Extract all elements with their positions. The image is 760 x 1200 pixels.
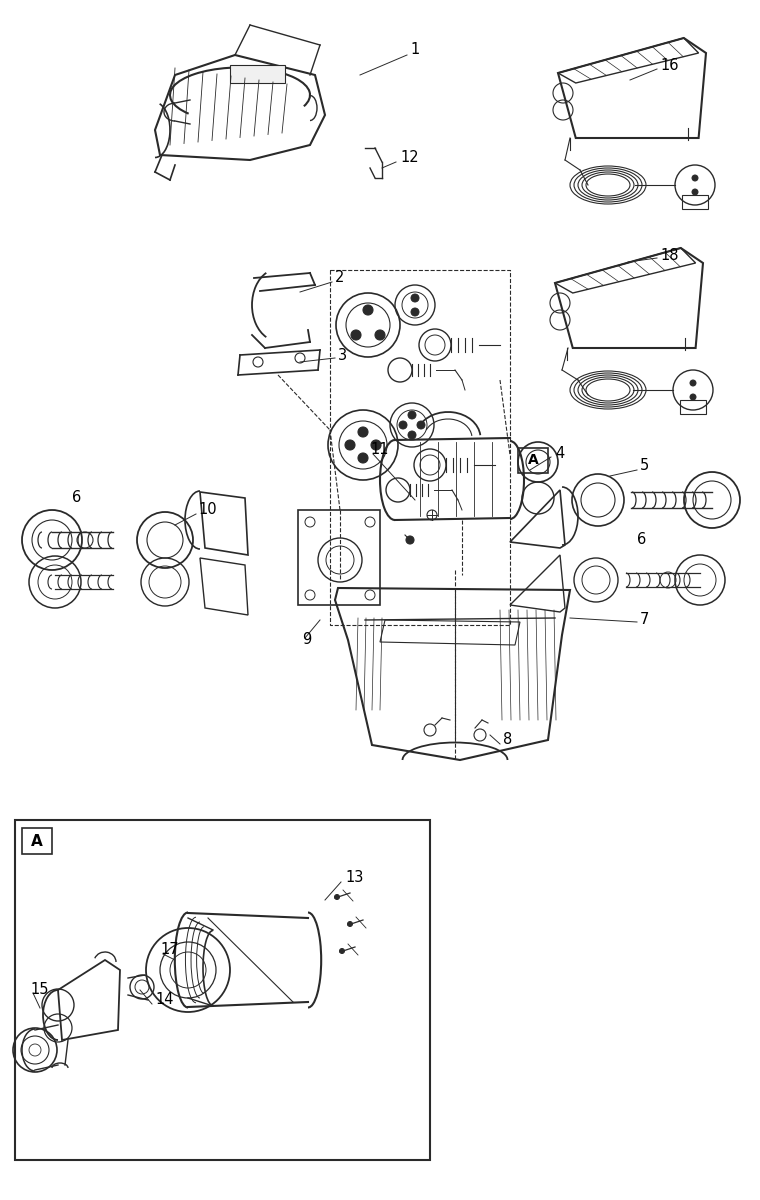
Circle shape [690, 394, 696, 400]
Circle shape [347, 922, 353, 926]
Text: 6: 6 [72, 491, 81, 505]
Circle shape [406, 536, 414, 544]
Text: 3: 3 [338, 348, 347, 362]
Circle shape [363, 305, 373, 314]
Circle shape [358, 427, 368, 437]
Bar [680, 400, 706, 414]
Circle shape [411, 294, 419, 302]
Text: 14: 14 [155, 992, 173, 1008]
Circle shape [692, 175, 698, 181]
Bar [330, 270, 510, 625]
Bar [230, 65, 285, 83]
Circle shape [408, 410, 416, 419]
Text: A: A [31, 834, 43, 848]
Circle shape [334, 894, 340, 900]
Text: 10: 10 [198, 503, 217, 517]
Circle shape [345, 440, 355, 450]
Text: 15: 15 [30, 983, 49, 997]
Bar [682, 194, 708, 209]
Text: 11: 11 [370, 443, 388, 457]
Text: 18: 18 [660, 247, 679, 263]
Text: 7: 7 [640, 612, 649, 628]
Circle shape [375, 330, 385, 340]
Text: 16: 16 [660, 58, 679, 72]
Circle shape [417, 421, 425, 428]
Text: A: A [527, 452, 538, 467]
Text: 5: 5 [640, 458, 649, 474]
Circle shape [340, 948, 344, 954]
Text: 6: 6 [637, 533, 646, 547]
Circle shape [690, 380, 696, 386]
Circle shape [358, 452, 368, 463]
Text: 8: 8 [503, 732, 512, 748]
Bar [22, 828, 52, 854]
Bar [298, 510, 380, 605]
Text: 1: 1 [410, 42, 420, 58]
Text: 17: 17 [160, 942, 179, 958]
Circle shape [692, 188, 698, 194]
Bar [15, 820, 430, 1160]
Bar [518, 448, 548, 473]
Text: 2: 2 [335, 270, 344, 286]
Circle shape [371, 440, 381, 450]
Circle shape [411, 308, 419, 316]
Circle shape [399, 421, 407, 428]
Text: 9: 9 [302, 632, 312, 648]
Text: 13: 13 [345, 870, 363, 886]
Circle shape [408, 431, 416, 439]
Circle shape [351, 330, 361, 340]
Text: 4: 4 [555, 445, 564, 461]
Text: 12: 12 [400, 150, 419, 166]
